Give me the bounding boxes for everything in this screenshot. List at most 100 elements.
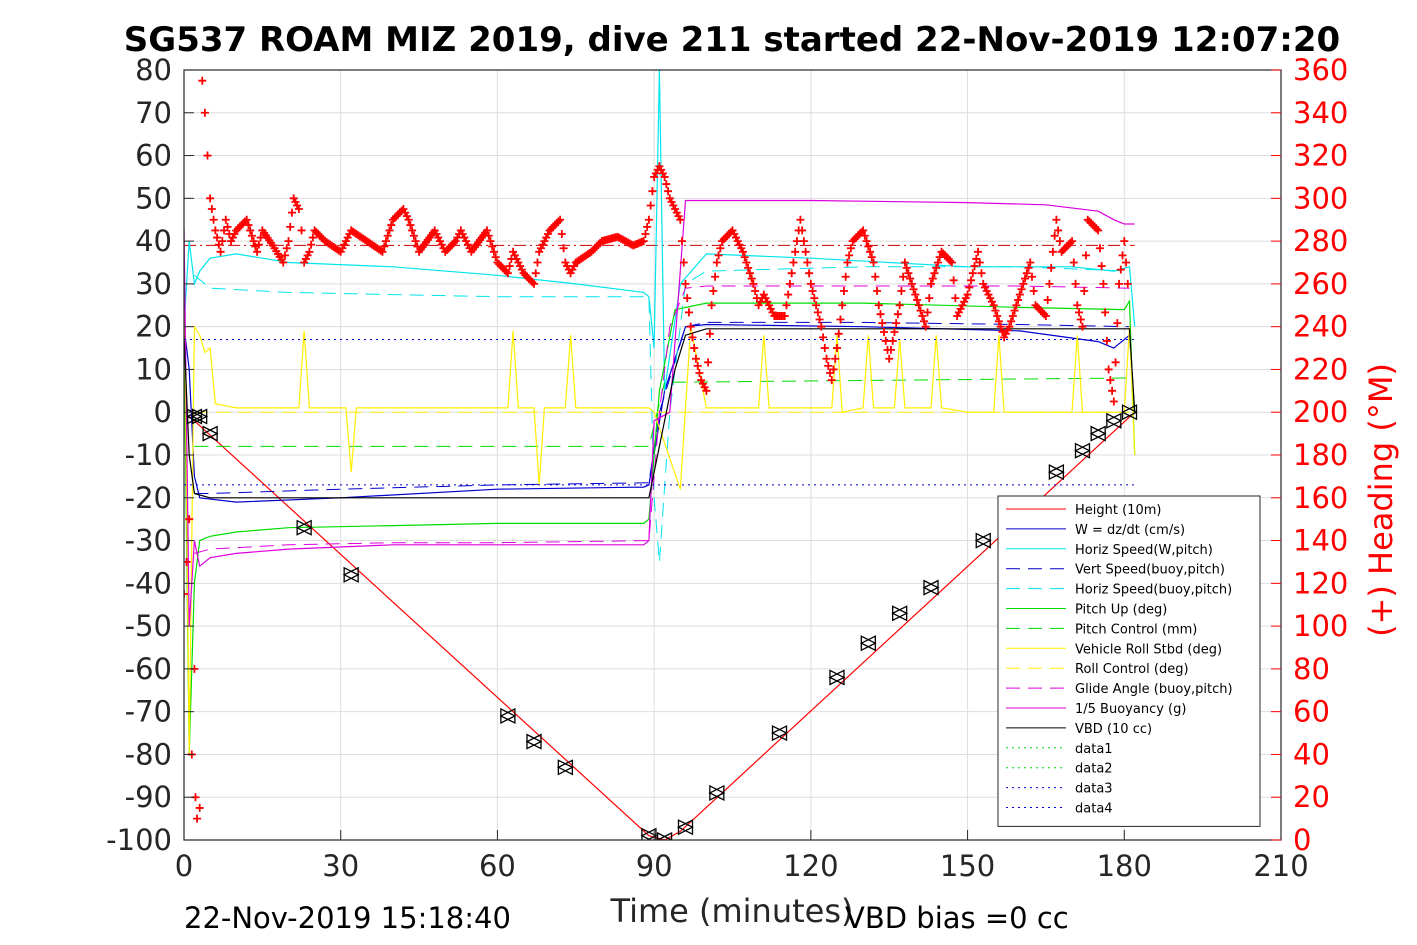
heading-marker [949, 276, 958, 285]
triangle-marker [343, 566, 360, 583]
heading-marker [644, 215, 653, 224]
heading-marker [1080, 287, 1089, 296]
heading-marker [1022, 269, 1031, 278]
x-tick-label: 60 [479, 849, 516, 883]
heading-marker [1026, 258, 1035, 267]
heading-marker [709, 287, 718, 296]
heading-marker [933, 258, 942, 267]
x-tick-label: 90 [636, 849, 673, 883]
heading-marker [932, 263, 941, 272]
heading-marker [1111, 358, 1120, 367]
heading-marker [864, 242, 873, 251]
heading-marker [705, 329, 714, 338]
heading-marker [488, 242, 497, 251]
triangle-marker [1048, 464, 1065, 481]
heading-marker [1045, 279, 1054, 288]
triangle-marker [1089, 425, 1106, 442]
heading-marker [211, 226, 220, 235]
y-tick-label: 10 [135, 352, 172, 386]
heading-marker [1054, 226, 1063, 235]
y-tick-label: -40 [125, 566, 172, 600]
heading-marker [678, 237, 687, 246]
heading-marker [380, 242, 389, 251]
x-tick-label: 150 [940, 849, 995, 883]
heading-marker [791, 247, 800, 256]
y2-axis-label: (+) Heading (°M) [1362, 363, 1400, 637]
heading-marker [873, 287, 882, 296]
y2-tick-label: 20 [1293, 780, 1330, 814]
y-tick-label: -30 [125, 524, 172, 558]
heading-marker [831, 354, 840, 363]
heading-marker [780, 311, 789, 320]
heading-marker [376, 246, 385, 255]
heading-marker [738, 247, 747, 256]
heading-marker [989, 301, 998, 310]
triangle-marker [1121, 404, 1138, 421]
heading-marker [1021, 274, 1030, 283]
heading-marker [1123, 279, 1132, 288]
triangle-marker [708, 784, 725, 801]
heading-marker [556, 215, 565, 224]
heading-marker [745, 269, 754, 278]
heading-marker [1073, 301, 1082, 310]
heading-marker [968, 269, 977, 278]
series-line-1-5-buoyancy-g [184, 199, 1135, 627]
heading-marker [206, 194, 215, 203]
legend-label: Roll Control (deg) [1075, 662, 1189, 677]
legend-box [997, 495, 1261, 827]
heading-marker [927, 279, 936, 288]
legend-label: data2 [1075, 762, 1113, 777]
heading-marker [829, 365, 838, 374]
triangle-marker [771, 725, 788, 742]
heading-marker [843, 258, 852, 267]
legend-label: Vert Speed(buoy,pitch) [1075, 563, 1225, 578]
heading-marker [911, 290, 920, 299]
heading-marker [906, 274, 915, 283]
heading-marker [223, 222, 232, 231]
heading-marker [930, 269, 939, 278]
heading-marker [820, 344, 829, 353]
heading-marker [1116, 265, 1125, 274]
heading-marker [1043, 295, 1052, 304]
heading-marker [970, 262, 979, 271]
heading-marker [886, 345, 895, 354]
heading-marker [796, 215, 805, 224]
series-line-height-10m [184, 411, 1136, 840]
y2-tick-label: 180 [1293, 438, 1348, 472]
heading-marker [404, 215, 413, 224]
triangle-marker [771, 725, 788, 742]
triangle-marker [1105, 412, 1122, 429]
heading-marker [218, 237, 227, 246]
heading-marker [184, 590, 188, 599]
heading-marker [1081, 251, 1090, 260]
legend-label: Glide Angle (buoy,pitch) [1075, 682, 1233, 697]
heading-marker [862, 237, 871, 246]
y-tick-label: -70 [125, 695, 172, 729]
heading-marker [839, 287, 848, 296]
heading-marker [916, 306, 925, 315]
y-tick-label: 40 [135, 224, 172, 258]
heading-marker [688, 333, 697, 342]
heading-marker [1097, 262, 1106, 271]
heading-marker [947, 258, 956, 267]
heading-marker [279, 258, 288, 267]
triangle-marker [499, 707, 516, 724]
heading-marker [244, 221, 253, 230]
heading-marker [993, 311, 1002, 320]
heading-marker [1048, 247, 1057, 256]
triangle-marker [828, 669, 845, 686]
heading-marker [909, 285, 918, 294]
heading-marker [679, 258, 688, 267]
heading-marker [819, 333, 828, 342]
heading-marker [1113, 319, 1122, 328]
triangle-marker [526, 733, 543, 750]
heading-marker [913, 295, 922, 304]
heading-marker [841, 272, 850, 281]
heading-marker [876, 310, 885, 319]
heading-marker [486, 237, 495, 246]
y2-axis-ticks: 3603403203002802602402202001801601401201… [1271, 53, 1348, 857]
heading-marker [845, 251, 854, 260]
y-tick-label: 20 [135, 310, 172, 344]
y-tick-label: 30 [135, 267, 172, 301]
